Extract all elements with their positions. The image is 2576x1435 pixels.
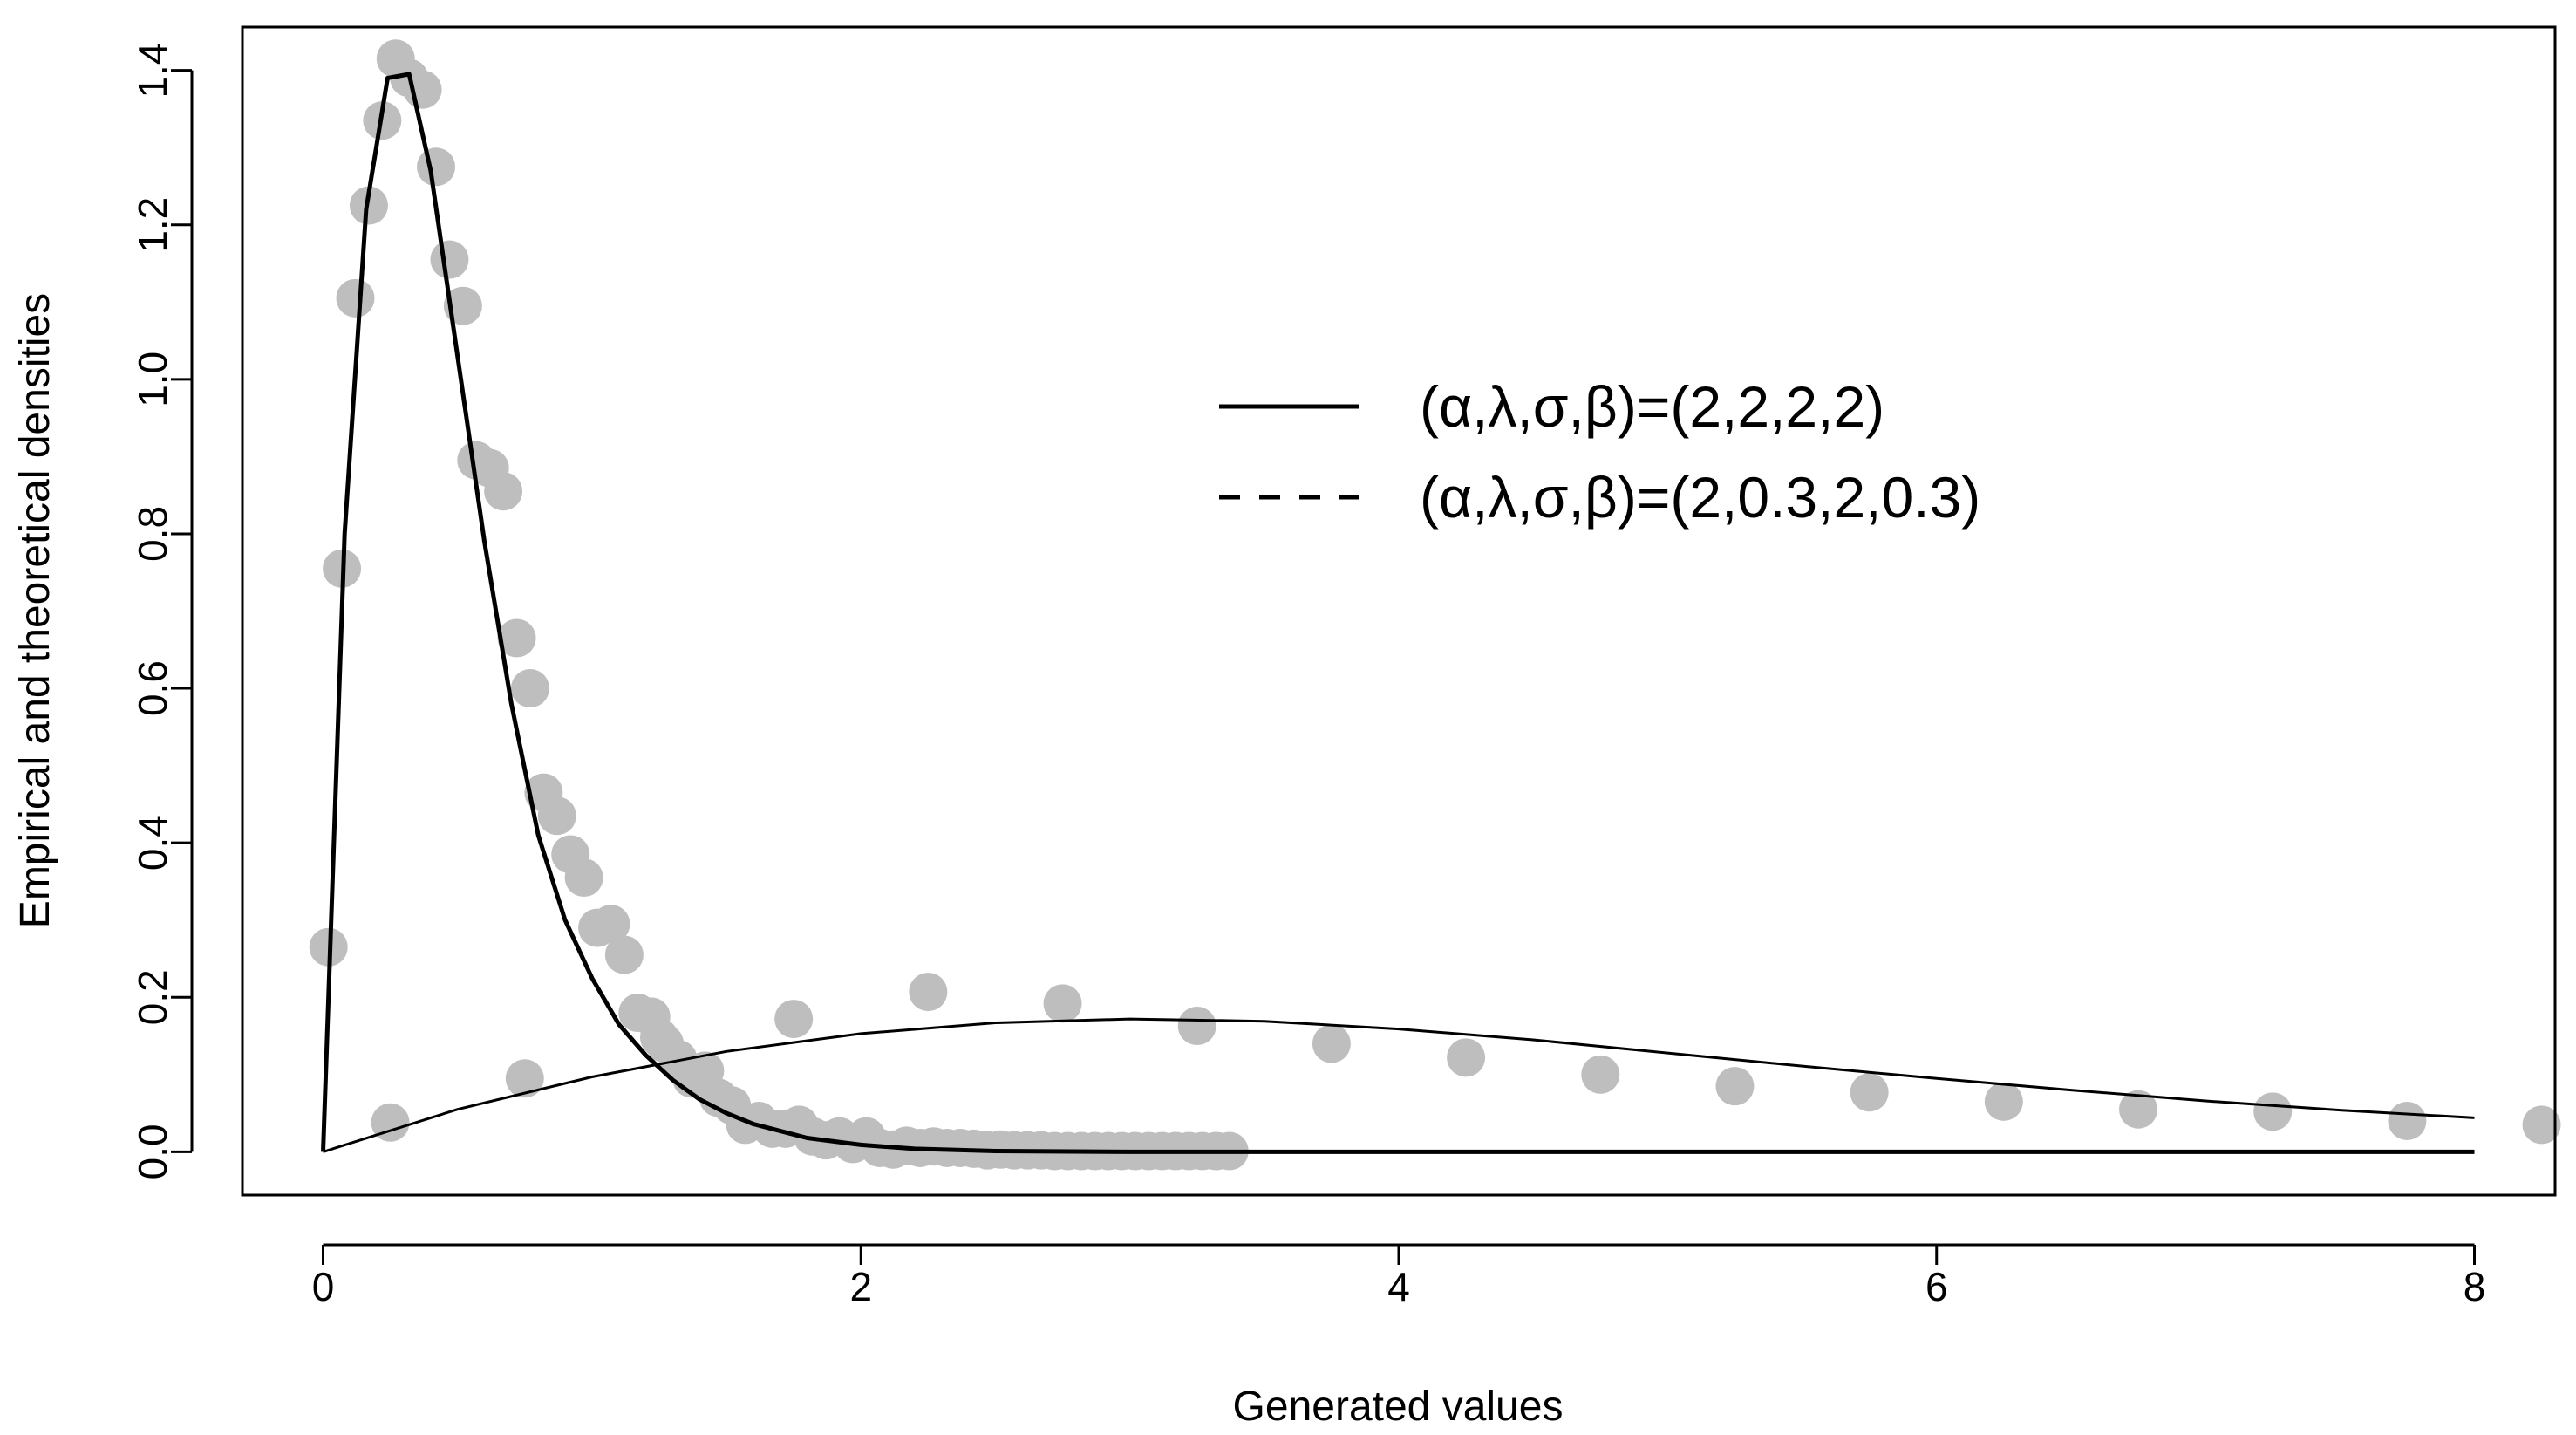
legend: (α,λ,σ,β)=(2,2,2,2) (α,λ,σ,β)=(2,0.3,2,0… [1219,374,1980,530]
x-axis-title: Generated values [1233,1384,1564,1430]
empirical-point [2522,1105,2561,1145]
y-tick-label: 1.0 [130,352,175,407]
empirical-point [430,240,469,279]
y-tick-label: 0.6 [130,660,175,716]
empirical-point [1850,1073,1889,1112]
y-axis-title: Empirical and theoretical densities [12,293,58,928]
empirical-points-layer [309,39,2561,1171]
x-tick-label: 2 [849,1264,872,1309]
empirical-point [510,669,549,708]
y-tick-label: 0.4 [130,815,175,871]
empirical-point [336,278,375,318]
axes-layer: 0 2 4 6 8 0.0 0.2 0.4 0.6 0.8 1.0 1.2 1.4 [130,43,2485,1309]
plot-frame [241,25,2557,1197]
empirical-point [604,935,644,974]
empirical-point [1984,1082,2023,1121]
empirical-point [639,1018,678,1057]
x-tick-label: 0 [312,1264,335,1309]
x-tick-label: 6 [1925,1264,1948,1309]
theoretical-lines-layer [321,72,2475,1154]
empirical-point [417,147,456,187]
empirical-point [537,796,576,836]
empirical-point [505,1059,544,1098]
y-tick-label: 1.2 [130,197,175,253]
empirical-point [2253,1092,2293,1131]
empirical-point [909,973,948,1012]
legend-entry-solid: (α,λ,σ,β)=(2,2,2,2) [1420,374,1884,439]
empirical-point [1177,1007,1216,1046]
empirical-point [1447,1038,1486,1077]
x-tick-label: 8 [2464,1264,2486,1309]
empirical-point [774,1000,814,1039]
y-tick-label: 0.8 [130,506,175,562]
empirical-point [497,618,536,658]
empirical-point [2119,1090,2158,1129]
y-tick-label: 1.4 [130,43,175,99]
y-tick-label: 0.0 [130,1124,175,1179]
empirical-point [371,1103,410,1142]
empirical-point [1043,984,1082,1023]
empirical-point [484,472,523,511]
theoretical-density-line [321,72,2475,1154]
x-tick-label: 4 [1387,1264,1410,1309]
theoretical-density-line [323,1017,2475,1153]
empirical-point [564,858,603,898]
empirical-point [1715,1067,1755,1106]
y-tick-label: 0.2 [130,969,175,1025]
empirical-point [1312,1024,1351,1063]
empirical-point [2388,1101,2427,1140]
legend-entry-dashed: (α,λ,σ,β)=(2,0.3,2,0.3) [1420,465,1980,530]
empirical-point [591,905,630,944]
empirical-point [1581,1055,1620,1094]
